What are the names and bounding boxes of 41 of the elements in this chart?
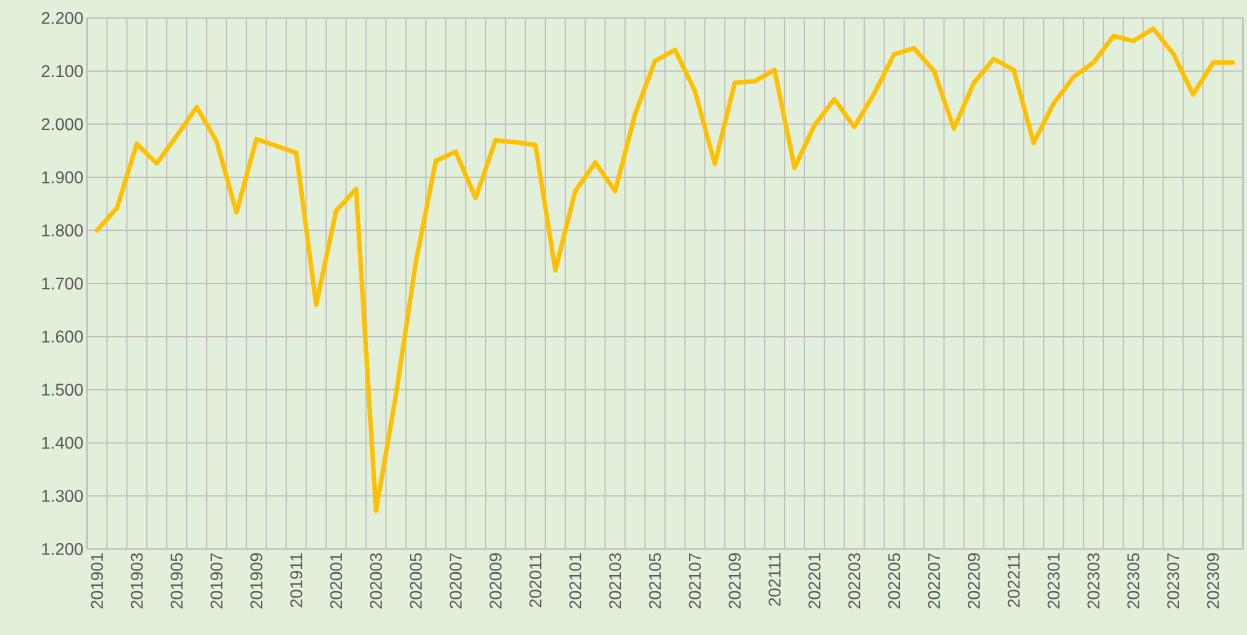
x-tick-label: 202309 [1207, 553, 1220, 609]
x-tick-label: 202107 [688, 553, 701, 609]
x-tick-label: 202203 [848, 553, 861, 609]
y-tick-label: 1.900 [42, 171, 83, 184]
x-tick-label: 202305 [1127, 553, 1140, 609]
y-tick-label: 2.200 [41, 11, 83, 25]
x-tick-label: 202105 [648, 553, 662, 609]
y-tick-label: 1.600 [42, 330, 83, 343]
y-tick-label: 1.500 [42, 383, 83, 396]
line-series [94, 26, 1236, 514]
x-tick-label: 202003 [369, 553, 383, 609]
y-tick-label: 1.700 [42, 277, 83, 290]
x-tick-label: 202205 [888, 553, 901, 609]
x-tick-label: 201909 [250, 553, 263, 609]
x-tick-label: 202303 [1087, 553, 1100, 609]
y-tick-label: 2.100 [41, 65, 83, 78]
x-tick-label: 201905 [170, 553, 183, 609]
y-tick-label: 1.800 [42, 224, 83, 237]
x-tick-label: 201911 [290, 553, 303, 608]
x-tick-label: 201903 [130, 553, 143, 609]
x-tick-label: 202009 [489, 553, 502, 609]
y-tick-label: 1.200 [42, 542, 83, 556]
x-tick-label: 202209 [967, 553, 980, 609]
x-tick-label: 201901 [90, 553, 103, 609]
x-tick-label: 202211 [1007, 553, 1020, 608]
x-tick-label: 202207 [927, 553, 941, 609]
x-tick-label: 202007 [449, 553, 462, 609]
x-tick-label: 202111 [768, 553, 781, 606]
x-tick-label: 202307 [1167, 553, 1180, 609]
x-tick-label: 202109 [728, 553, 741, 609]
x-tick-label: 202201 [808, 553, 821, 609]
y-tick-label: 1.300 [42, 489, 83, 502]
x-tick-label: 201907 [210, 553, 223, 609]
x-tick-label: 202301 [1047, 553, 1060, 609]
x-tick-label: 202011 [529, 553, 542, 608]
x-tick-label: 202005 [409, 553, 422, 609]
x-tick-label: 202001 [330, 553, 343, 609]
y-tick-label: 1.400 [42, 436, 83, 449]
y-tick-label: 2.000 [41, 118, 83, 131]
x-tick-label: 202103 [609, 553, 622, 609]
x-tick-label: 202101 [569, 553, 582, 609]
